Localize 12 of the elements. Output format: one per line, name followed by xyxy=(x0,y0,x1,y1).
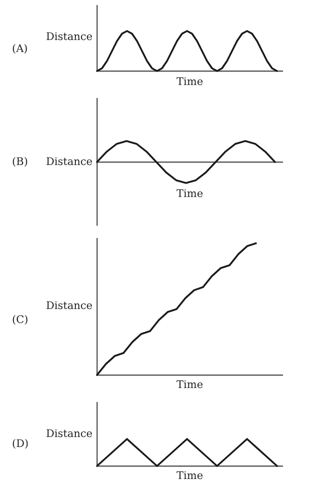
x-axis-title: Time xyxy=(176,379,204,391)
text: (A) xyxy=(12,43,28,55)
y-axis-title: Distance xyxy=(46,428,93,440)
text: (B) xyxy=(12,156,28,168)
y-axis-title: Distance xyxy=(46,300,93,312)
x-axis-title: Time xyxy=(176,76,204,88)
x-axis-title: Time xyxy=(176,470,204,482)
y-axis-title: Distance xyxy=(46,31,93,43)
text: (D) xyxy=(12,438,29,450)
text: (C) xyxy=(12,314,28,326)
x-axis-title: Time xyxy=(176,188,204,200)
y-axis-title: Distance xyxy=(46,156,93,168)
